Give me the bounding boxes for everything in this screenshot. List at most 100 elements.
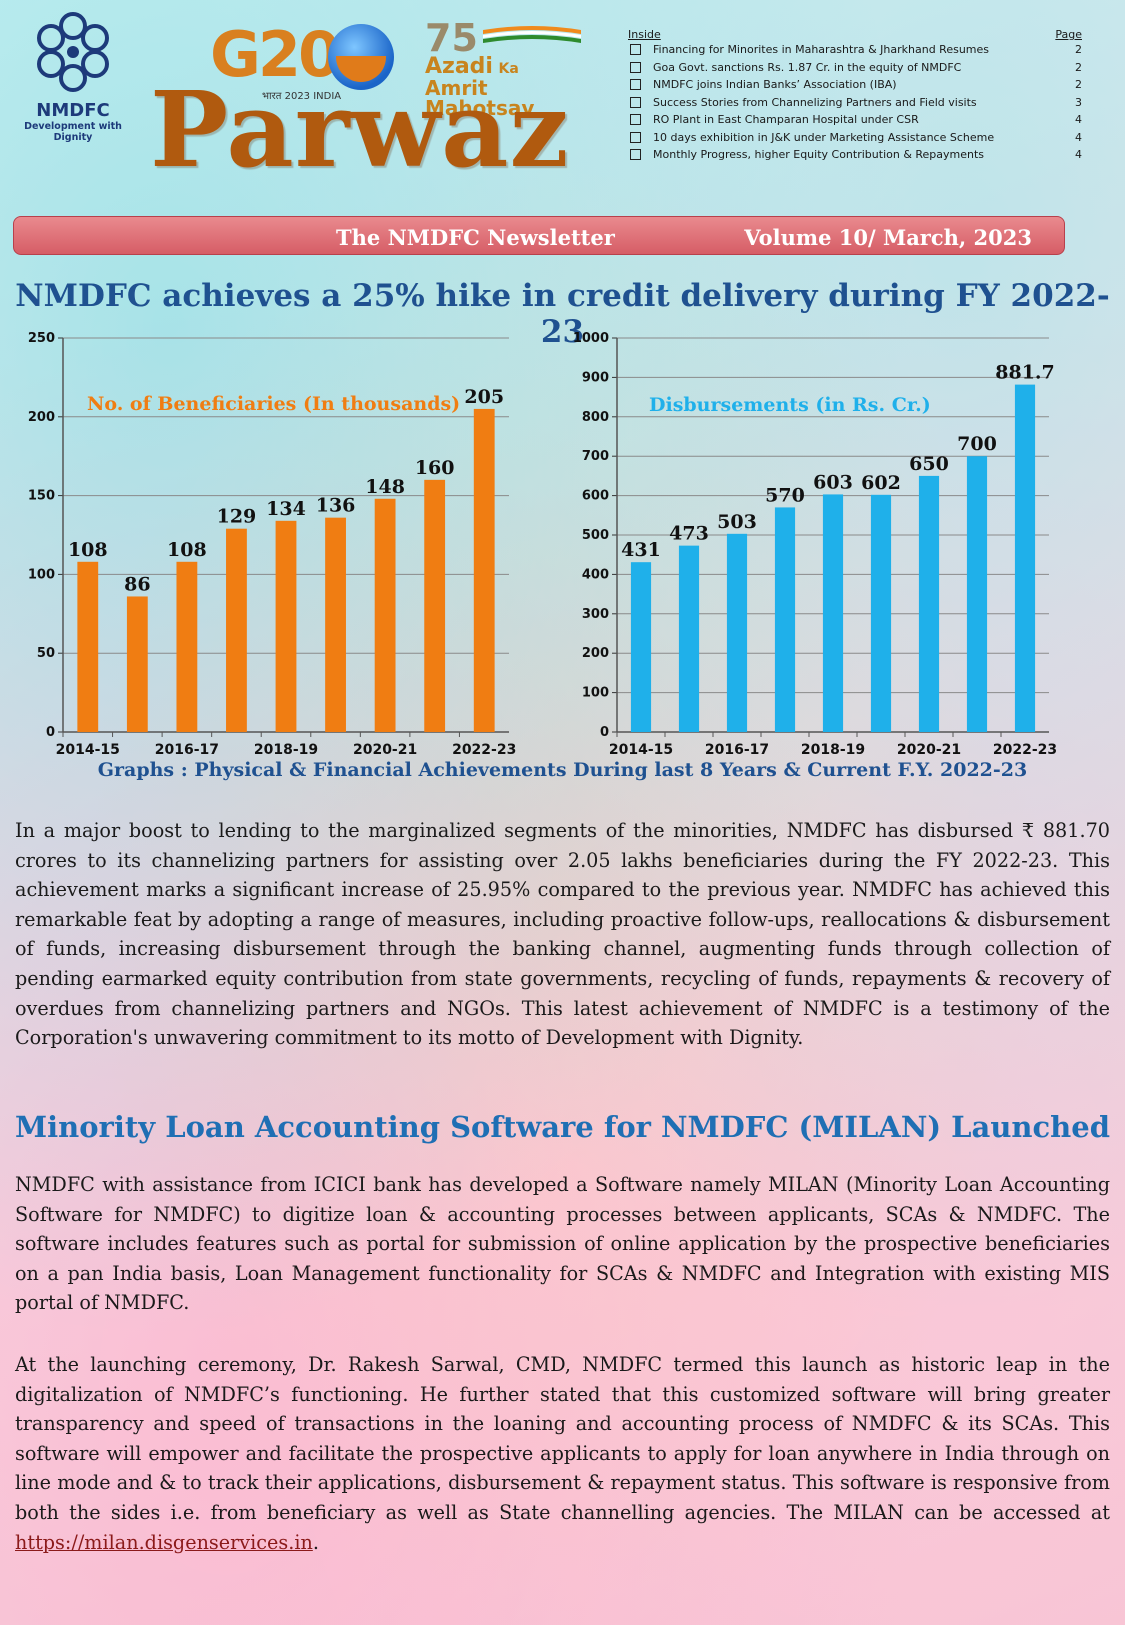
disbursements-chart: 0 100 200 300 400 500 600 700 800 900 1000 431 473 50… (573, 330, 1057, 764)
bar (966, 456, 988, 732)
article-paragraph-3: At the launching ceremony, Dr. Rakesh Sa… (15, 1350, 1110, 1557)
checkbox-icon (630, 96, 641, 108)
y-tick-label: 50 (37, 646, 55, 661)
checkbox-icon (630, 61, 641, 73)
x-tick-label: 2014-15 (56, 742, 120, 758)
milan-link[interactable]: https://milan.disgenservices.in (15, 1530, 313, 1554)
y-tick-label: 250 (28, 331, 55, 346)
y-tick-label: 100 (28, 567, 55, 582)
inside-item: 10 days exhibition in J&K under Marketin… (628, 129, 1082, 147)
paragraph-3-end: . (312, 1530, 319, 1554)
x-tick-label: 2020-21 (897, 742, 961, 758)
data-label: 108 (68, 539, 108, 561)
bar (630, 562, 652, 732)
inside-item-page: 4 (1075, 113, 1082, 126)
data-label: 431 (621, 539, 661, 561)
data-label: 570 (765, 484, 805, 506)
chart-caption: Graphs : Physical & Financial Achievemen… (97, 759, 1028, 781)
g20-logo: G20 भारत 2023 INDIA (210, 18, 400, 103)
chart-svg: 0 100 200 300 400 500 600 700 800 900 1000 431 473 50… (573, 331, 1057, 758)
nmdfc-logo-name: NMDFC (36, 100, 110, 121)
inside-item-page: 3 (1075, 95, 1082, 109)
article-paragraph-1: In a major boost to lending to the margi… (15, 819, 1110, 1050)
bar (374, 498, 396, 732)
data-label: 602 (861, 472, 901, 494)
y-tick-label: 400 (582, 567, 609, 582)
y-tick-label: 700 (582, 449, 609, 464)
data-label: 205 (464, 386, 504, 408)
checkbox-icon (630, 44, 641, 55)
data-label: 700 (957, 433, 997, 455)
bar (275, 520, 297, 732)
data-label: 603 (813, 471, 853, 493)
y-tick-label: 1000 (573, 331, 609, 346)
bar (726, 533, 748, 732)
x-tick-label: 2020-21 (353, 742, 417, 758)
bar (473, 408, 495, 732)
bar (226, 528, 247, 732)
masthead-title: Parwaz (150, 68, 570, 191)
azadi-word-1: Azadi (425, 54, 493, 79)
checkbox-icon (630, 131, 641, 143)
bar (678, 545, 700, 732)
y-tick-label: 900 (582, 370, 609, 385)
x-tick-label: 2014-15 (609, 742, 673, 758)
data-label: 160 (415, 457, 455, 479)
beneficiaries-chart: 0 50 100 150 200 250 108 86 108 129 134 136 148 160 20… (15, 330, 516, 764)
page-label: Page (1055, 28, 1082, 41)
y-tick-label: 150 (28, 489, 55, 504)
inside-item: Financing for Minorites in Maharashtra &… (628, 41, 1082, 59)
x-tick-label: 2022-23 (993, 742, 1057, 758)
y-tick-label: 100 (582, 686, 609, 701)
inside-item: NMDFC joins Indian Banks’ Association (I… (628, 76, 1082, 94)
x-tick-label: 2022-23 (452, 742, 516, 758)
checkbox-icon (630, 79, 641, 90)
x-tick-label: 2018-19 (801, 742, 865, 758)
g20-logo-text: G20 (210, 18, 341, 91)
azadi-logo-words: Azadi Ka Amrit Mahotsav (425, 54, 590, 119)
bar (325, 517, 346, 732)
bar (126, 596, 148, 732)
azadi-logo-number: 75 (425, 16, 478, 60)
inside-item-page: 4 (1075, 130, 1082, 144)
g20-logo-sub: भारत 2023 INDIA (262, 91, 342, 102)
data-label: 129 (217, 506, 257, 528)
inside-item-page: 2 (1075, 78, 1082, 91)
y-tick-label: 0 (46, 725, 55, 740)
inside-item-page: 2 (1075, 43, 1082, 56)
y-tick-label: 200 (28, 410, 55, 425)
inside-list: Financing for Minorites in Maharashtra &… (628, 41, 1082, 164)
data-label: 134 (266, 498, 306, 520)
data-label: 473 (669, 523, 709, 545)
inside-item-title: Monthly Progress, higher Equity Contribu… (653, 148, 985, 161)
paragraph-3-text: At the launching ceremony, Dr. Rakesh Sa… (15, 1353, 1110, 1524)
article-paragraph-2: NMDFC with assistance from ICICI bank ha… (15, 1173, 1110, 1315)
nmdfc-logo-tagline: Development with Dignity (24, 121, 122, 143)
inside-item-title: Financing for Minorites in Maharashtra &… (653, 43, 990, 56)
data-label: 503 (717, 511, 757, 533)
y-tick-label: 500 (582, 528, 609, 543)
nmdfc-logo: NMDFC Development with Dignity (8, 8, 138, 143)
tricolour-flag-icon (483, 26, 581, 43)
nmdfc-emblem-icon (37, 12, 109, 92)
bar (77, 561, 99, 732)
data-label: 86 (124, 573, 150, 595)
inside-item: Monthly Progress, higher Equity Contribu… (628, 146, 1082, 164)
volume-label: Volume 10/ March, 2023 (744, 225, 1032, 250)
checkbox-icon (630, 114, 641, 125)
chart-svg: 0 50 100 150 200 250 108 86 108 129 134 136 148 160 20… (28, 331, 516, 758)
x-tick-label: 2018-19 (254, 742, 318, 758)
chart-title: Disbursements (in Rs. Cr.) (649, 394, 931, 416)
x-tick-label: 2016-17 (705, 742, 769, 758)
inside-item-title: Success Stories from Channelizing Partne… (653, 95, 977, 109)
inside-item-page: 2 (1075, 60, 1082, 74)
section-title-milan: Minority Loan Accounting Software for NM… (15, 1110, 1110, 1144)
chart-title: No. of Beneficiaries (In thousands) (87, 393, 460, 415)
inside-item: Goa Govt. sanctions Rs. 1.87 Cr. in the … (628, 59, 1082, 77)
headline: NMDFC achieves a 25% hike in credit deli… (15, 278, 1110, 350)
checkbox-icon (630, 149, 641, 160)
inside-item-title: 10 days exhibition in J&K under Marketin… (653, 130, 995, 144)
bar (176, 561, 198, 732)
inside-item-title: RO Plant in East Champaran Hospital unde… (653, 113, 919, 126)
inside-item-title: Goa Govt. sanctions Rs. 1.87 Cr. in the … (653, 60, 962, 74)
